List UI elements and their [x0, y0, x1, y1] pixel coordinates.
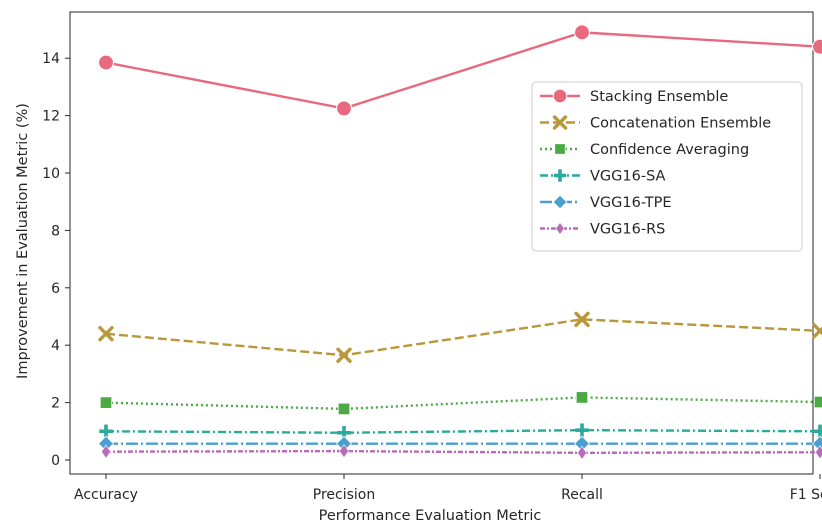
series-vgg16-sa [99, 423, 822, 440]
y-tick-label: 0 [51, 453, 60, 469]
series-concatenation-ensemble [98, 311, 822, 363]
data-point [339, 443, 349, 459]
series-vgg16-tpe [97, 435, 822, 452]
y-axis: 0 2 4 6 8 10 12 14 [42, 51, 70, 469]
data-point [98, 326, 114, 342]
series-stacking-ensemble [98, 24, 822, 117]
legend-entry: VGG16-RS [540, 222, 665, 238]
series-line [105, 318, 821, 357]
legend-label: Concatenation Ensemble [590, 116, 771, 132]
y-tick-label: 10 [42, 166, 60, 182]
data-point [577, 445, 587, 460]
legend-label: Confidence Averaging [590, 142, 749, 158]
legend-entry: VGG16-SA [540, 169, 666, 185]
data-point [337, 402, 351, 416]
legend-label: VGG16-RS [590, 222, 665, 238]
legend-entry: Confidence Averaging [540, 142, 749, 158]
x-tick-label: Precision [313, 487, 375, 503]
data-point [575, 423, 589, 437]
series-line [105, 396, 821, 411]
legend-marker [552, 88, 568, 104]
data-point [574, 24, 590, 41]
y-tick-label: 4 [51, 338, 60, 354]
series-line [105, 31, 821, 110]
y-tick-label: 2 [51, 396, 60, 412]
data-point [98, 54, 114, 71]
legend-entry: VGG16-TPE [540, 194, 672, 211]
series-vgg16-rs [101, 443, 822, 460]
data-point [336, 100, 352, 117]
x-axis: Accuracy Precision Recall F1 Score [74, 474, 822, 503]
plot-frame [69, 11, 814, 475]
data-point [575, 391, 589, 404]
legend-marker [554, 143, 566, 155]
legend-marker [552, 115, 568, 130]
plot-area [69, 11, 822, 475]
x-tick-label: F1 Score [790, 487, 822, 503]
legend-box [531, 81, 803, 252]
data-point [812, 323, 822, 339]
y-tick-label: 6 [51, 281, 60, 297]
x-tick-label: Recall [561, 487, 603, 503]
legend-marker [553, 169, 567, 182]
legend-label: VGG16-TPE [590, 195, 672, 211]
series-line [105, 449, 821, 455]
y-tick-label: 14 [42, 51, 60, 67]
legend-marker [552, 194, 568, 210]
series-confidence-averaging [99, 391, 822, 416]
data-point [813, 395, 822, 409]
x-tick-label: Accuracy [74, 487, 138, 503]
series-line [105, 428, 821, 434]
y-tick-label: 8 [51, 223, 60, 239]
data-point [101, 444, 111, 459]
data-point [574, 311, 590, 328]
legend-label: Stacking Ensemble [590, 89, 728, 105]
data-point [99, 396, 113, 409]
data-point [336, 347, 352, 363]
data-point [812, 38, 822, 55]
legend-label: VGG16-SA [590, 169, 666, 185]
data-point [813, 424, 822, 439]
data-point [815, 445, 822, 460]
x-axis-label: Performance Evaluation Metric [319, 508, 542, 524]
legend-entry: Concatenation Ensemble [540, 115, 771, 132]
legend: Stacking Ensemble Concatenation Ensemble C… [531, 81, 803, 252]
y-tick-label: 12 [42, 109, 60, 125]
legend-marker [555, 221, 565, 236]
y-axis-label: Improvement in Evaluation Metric (%) [15, 103, 31, 379]
legend-entry: Stacking Ensemble [540, 88, 728, 105]
